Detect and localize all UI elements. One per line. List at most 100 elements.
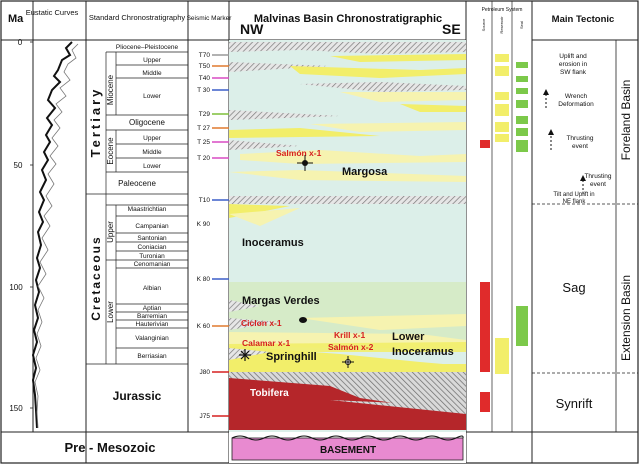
- source-bar-2: [480, 282, 490, 372]
- well-calamar-symbol: [239, 349, 251, 361]
- period-jurassic: Jurassic: [113, 389, 162, 403]
- svg-text:Hauterivian: Hauterivian: [136, 321, 169, 328]
- svg-text:T10: T10: [199, 197, 211, 204]
- svg-text:Aptian: Aptian: [143, 305, 162, 312]
- svg-text:Oligocene: Oligocene: [129, 118, 166, 127]
- unit-inoceramus: Inoceramus: [242, 237, 304, 249]
- svg-text:Middle: Middle: [142, 70, 162, 77]
- svg-text:Lower: Lower: [143, 93, 162, 100]
- source-bar-3: [480, 392, 490, 412]
- epoch-eocene: Eocene: [106, 137, 115, 165]
- ma-header: Ma: [8, 13, 24, 25]
- svg-text:Cenomanian: Cenomanian: [134, 261, 171, 268]
- svg-text:erosion in: erosion in: [559, 61, 588, 68]
- unit-basement: BASEMENT: [320, 445, 376, 456]
- svg-text:event: event: [590, 181, 606, 188]
- svg-text:Santonian: Santonian: [137, 235, 167, 242]
- source-header: Source: [481, 18, 486, 31]
- well-salmon-x2: Salmón x-2: [328, 342, 374, 352]
- strat-header: Standard Chronostratigraphy: [89, 13, 186, 22]
- tectonic-header: Main Tectonic: [552, 14, 615, 25]
- epoch-miocene: Miocene: [106, 74, 115, 105]
- svg-text:T 20: T 20: [197, 155, 210, 162]
- seismic-header: Seismic Marker: [187, 15, 233, 22]
- tectonic-column: Uplift and erosion in SW flank Wrench De…: [532, 40, 638, 432]
- svg-text:Upper: Upper: [143, 135, 162, 142]
- reservoir-header: Reservoir: [499, 16, 504, 34]
- source-bar-1: [480, 140, 490, 148]
- chronostrat-column: [86, 51, 188, 433]
- svg-text:Campanian: Campanian: [135, 223, 169, 230]
- svg-text:Barremian: Barremian: [137, 313, 167, 320]
- svg-text:T 30: T 30: [197, 87, 210, 94]
- svg-text:Valanginian: Valanginian: [135, 335, 169, 342]
- svg-text:Wrench: Wrench: [565, 93, 588, 100]
- svg-text:T50: T50: [199, 63, 211, 70]
- svg-text:Extension Basin: Extension Basin: [619, 275, 633, 361]
- unit-lower-inoceramus-1: Lower: [392, 331, 425, 343]
- svg-text:Coniacian: Coniacian: [138, 244, 167, 251]
- well-salmon-x2-symbol: [342, 356, 354, 368]
- well-salmon-x1-symbol: [297, 155, 313, 171]
- svg-text:Berriasian: Berriasian: [137, 353, 167, 360]
- nw-label: NW: [240, 21, 264, 37]
- svg-text:J75: J75: [200, 413, 211, 420]
- unit-margas-verdes: Margas Verdes: [242, 295, 320, 307]
- seal-header: Seal: [519, 21, 524, 29]
- unit-lower-inoceramus-2: Inoceramus: [392, 346, 454, 358]
- well-ciclon-x1-symbol: [299, 317, 307, 323]
- svg-text:Upper: Upper: [143, 57, 162, 64]
- well-calamar-x1: Calamar x-1: [242, 338, 290, 348]
- hiatus-top: [229, 42, 466, 54]
- hiatus-paleocene: [229, 196, 466, 204]
- seismic-marker-labels: T70 T50 T40 T 30 T29 T 27 T 25 T 20 T10 …: [197, 52, 211, 420]
- svg-text:K 60: K 60: [197, 323, 211, 330]
- svg-text:Albian: Albian: [143, 285, 161, 292]
- chart-title: Malvinas Basin Chronostratigraphic: [254, 13, 442, 25]
- svg-text:Thrusting: Thrusting: [584, 173, 611, 180]
- svg-text:NE flank: NE flank: [563, 199, 587, 205]
- svg-text:Middle: Middle: [142, 149, 162, 156]
- unit-tobifera: Tobifera: [250, 388, 289, 399]
- svg-text:Synrift: Synrift: [556, 396, 593, 411]
- unit-springhill: Springhill: [266, 351, 317, 363]
- seismic-marker-lines: [212, 54, 229, 417]
- ma-tick-0: 0: [18, 38, 23, 47]
- svg-text:T70: T70: [199, 52, 211, 59]
- svg-text:Foreland Basin: Foreland Basin: [619, 80, 633, 161]
- period-pre-mesozoic: Pre - Mesozoic: [64, 440, 155, 455]
- svg-text:Pliocene–Pleistocene: Pliocene–Pleistocene: [116, 44, 179, 51]
- svg-text:Paleocene: Paleocene: [118, 179, 156, 188]
- svg-text:Deformation: Deformation: [558, 101, 594, 108]
- period-cretaceous: Cretaceous: [89, 235, 103, 320]
- svg-text:Tilt and Uplift in: Tilt and Uplift in: [553, 192, 594, 198]
- svg-text:Maastrichtian: Maastrichtian: [128, 206, 167, 213]
- well-salmon-x1: Salmón x-1: [276, 148, 322, 158]
- petroleum-header: Petroleum System: [482, 7, 523, 13]
- svg-text:Thrusting: Thrusting: [566, 135, 593, 142]
- svg-text:Lower: Lower: [143, 163, 162, 170]
- svg-text:Sag: Sag: [562, 280, 585, 295]
- stage-labels: Pliocene–Pleistocene Upper Middle Lower …: [116, 44, 179, 360]
- se-label: SE: [442, 21, 461, 37]
- period-tertiary: Tertiary: [88, 87, 103, 158]
- svg-text:T29: T29: [199, 111, 211, 118]
- ma-axis: [30, 41, 33, 409]
- eustatic-header: Eustatic Curves: [26, 8, 79, 17]
- well-krill-x1: Krill x-1: [334, 330, 365, 340]
- svg-text:T 27: T 27: [197, 125, 210, 132]
- petroleum-system: [480, 1, 528, 432]
- well-ciclon-x1: Ciclon x-1: [241, 318, 282, 328]
- svg-text:T40: T40: [199, 75, 211, 82]
- epoch-lower: Lower: [106, 301, 115, 323]
- epoch-upper: Upper: [106, 221, 115, 243]
- unit-margosa: Margosa: [342, 166, 388, 178]
- ma-tick-50: 50: [14, 161, 23, 170]
- basement-bar: [231, 437, 464, 461]
- svg-text:Turonian: Turonian: [139, 253, 165, 260]
- eustatic-curve: [31, 41, 79, 429]
- svg-text:Uplift and: Uplift and: [559, 53, 587, 60]
- svg-text:T 25: T 25: [197, 139, 210, 146]
- svg-text:K 90: K 90: [197, 221, 211, 228]
